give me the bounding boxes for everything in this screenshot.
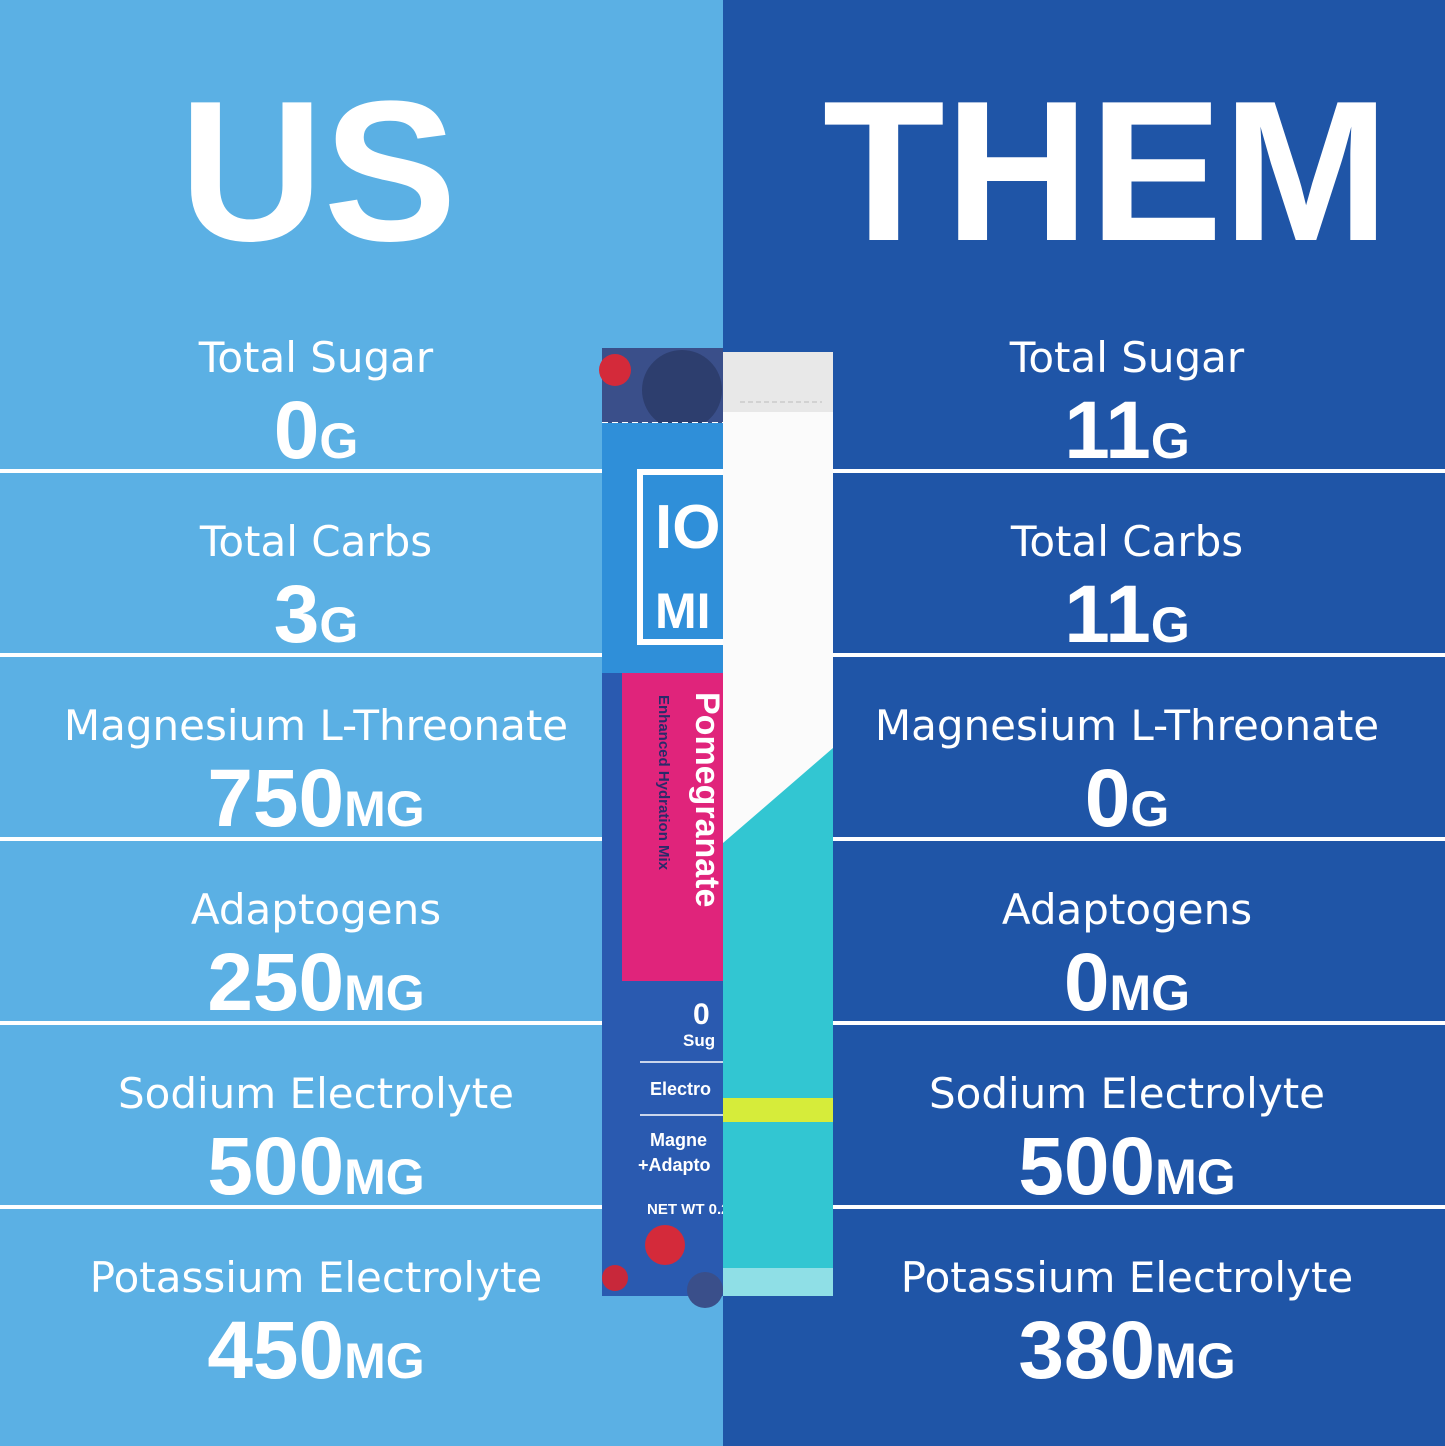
value-unit: MG (344, 1149, 425, 1205)
berry (599, 354, 631, 386)
value-amount: 0 (1085, 753, 1131, 844)
value-amount: 250 (207, 937, 344, 1028)
value-amount: 750 (207, 753, 344, 844)
row-label: Sodium Electrolyte (118, 1069, 514, 1118)
row-value: 750MG (207, 753, 424, 844)
row-label: Potassium Electrolyte (901, 1253, 1354, 1302)
row-label: Magnesium L-Threonate (875, 701, 1379, 750)
packet: IO MI Pomegranate Enhanced Hydration Mix… (599, 348, 833, 1308)
row-label: Magnesium L-Threonate (64, 701, 568, 750)
berry (645, 1225, 685, 1265)
packet-bottom (723, 1268, 833, 1296)
row-value: 3G (274, 569, 359, 660)
packet-subtitle: Enhanced Hydration Mix (655, 695, 672, 871)
value-unit: G (319, 597, 358, 653)
sugar-label: Sug (683, 1031, 715, 1050)
yellow-band (723, 1098, 833, 1122)
value-unit: MG (1155, 1149, 1236, 1205)
value-unit: MG (344, 965, 425, 1021)
row-value: 11G (1064, 569, 1190, 660)
packet-pink (622, 673, 723, 981)
value-amount: 0 (1064, 937, 1110, 1028)
packet-magne: Magne (650, 1130, 707, 1150)
row-label: Potassium Electrolyte (90, 1253, 543, 1302)
row-label: Total Sugar (198, 333, 434, 382)
berry (687, 1272, 723, 1308)
packet-seal (723, 352, 833, 412)
row-value: 380MG (1018, 1305, 1235, 1396)
value-amount: 500 (1018, 1121, 1155, 1212)
value-amount: 0 (274, 385, 320, 476)
value-amount: 3 (274, 569, 320, 660)
berry (602, 1265, 628, 1291)
row-label: Total Carbs (199, 517, 432, 566)
row-value: 450MG (207, 1305, 424, 1396)
row-label: Sodium Electrolyte (929, 1069, 1325, 1118)
packet-net-wt: NET WT 0.2 (647, 1201, 730, 1218)
value-amount: 380 (1018, 1305, 1155, 1396)
value-amount: 500 (207, 1121, 344, 1212)
value-unit: G (1130, 781, 1169, 837)
value-unit: MG (1155, 1333, 1236, 1389)
sugar-amount: 0 (693, 998, 710, 1031)
row-value: 0G (274, 385, 359, 476)
row-label: Adaptogens (1002, 885, 1252, 934)
dividers (0, 469, 1445, 1209)
row-value: 11G (1064, 385, 1190, 476)
value-unit: MG (1110, 965, 1191, 1021)
packet-electro: Electro (650, 1079, 711, 1099)
us-title: US (179, 60, 457, 283)
berry (642, 350, 722, 430)
flavor: Pomegranate (688, 692, 726, 907)
row-value: 500MG (1018, 1121, 1235, 1212)
value-unit: G (1151, 597, 1190, 653)
value-unit: G (319, 413, 358, 469)
value-unit: MG (344, 1333, 425, 1389)
logo-top: IO (655, 493, 720, 562)
row-value: 0MG (1064, 937, 1190, 1028)
packet-adapto: +Adapto (638, 1155, 711, 1175)
teal-stripe (723, 748, 833, 1296)
value-unit: G (1151, 413, 1190, 469)
row-value: 500MG (207, 1121, 424, 1212)
row-value: 0G (1085, 753, 1170, 844)
value-unit: MG (344, 781, 425, 837)
them-title: THEM (823, 60, 1390, 283)
value-amount: 11 (1064, 385, 1151, 476)
packet-blue (602, 423, 723, 673)
row-value: 250MG (207, 937, 424, 1028)
row-label: Adaptogens (191, 885, 441, 934)
value-amount: 11 (1064, 569, 1151, 660)
value-amount: 450 (207, 1305, 344, 1396)
row-label: Total Sugar (1009, 333, 1245, 382)
row-label: Total Carbs (1010, 517, 1243, 566)
logo-bottom: MI (655, 583, 711, 639)
